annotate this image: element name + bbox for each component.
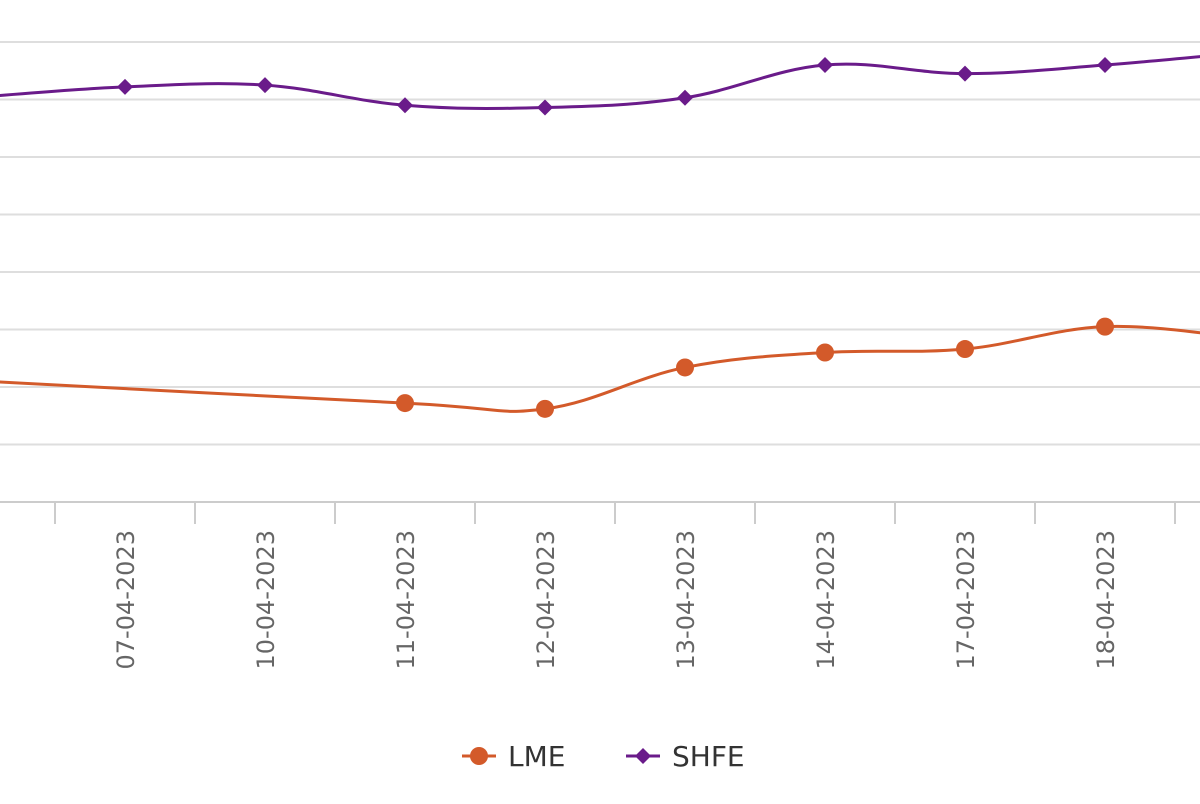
x-axis: 07-04-2023 10-04-2023 11-04-2023 12-04-2023… xyxy=(0,501,1200,669)
x-tick-label: 10-04-2023 xyxy=(252,530,280,669)
legend-swatch-marker[interactable] xyxy=(635,748,651,764)
series-lme xyxy=(0,317,1200,418)
lme-marker[interactable] xyxy=(396,394,414,413)
legend-item-shfe[interactable]: SHFE xyxy=(626,740,745,773)
legend-label: LME xyxy=(508,740,565,773)
legend[interactable]: LME SHFE xyxy=(462,740,745,773)
lme-marker[interactable] xyxy=(1096,317,1114,336)
shfe-marker[interactable] xyxy=(957,65,973,82)
lme-marker[interactable] xyxy=(536,399,554,418)
series-shfe xyxy=(0,55,1200,116)
lme-marker[interactable] xyxy=(956,340,974,359)
x-tick-label: 18-04-2023 xyxy=(1092,530,1120,669)
shfe-marker[interactable] xyxy=(537,99,553,116)
legend-item-lme[interactable]: LME xyxy=(462,740,565,773)
series-line-shfe xyxy=(0,55,1200,110)
legend-label: SHFE xyxy=(672,740,745,773)
lme-marker[interactable] xyxy=(816,343,834,362)
x-tick-label: 17-04-2023 xyxy=(952,530,980,669)
lme-marker[interactable] xyxy=(676,358,694,377)
x-tick-label: 07-04-2023 xyxy=(112,530,140,669)
shfe-marker[interactable] xyxy=(257,77,273,94)
grid-layer xyxy=(0,41,1200,446)
x-tick-label: 12-04-2023 xyxy=(532,530,560,669)
x-tick-label: 14-04-2023 xyxy=(812,530,840,669)
shfe-marker[interactable] xyxy=(677,89,693,106)
legend-swatch-marker[interactable] xyxy=(470,747,488,765)
series-layer xyxy=(0,55,1200,418)
shfe-marker[interactable] xyxy=(1097,57,1113,73)
series-line-lme xyxy=(0,324,1200,413)
shfe-marker[interactable] xyxy=(817,57,833,73)
x-tick-label: 11-04-2023 xyxy=(392,530,420,669)
shfe-marker[interactable] xyxy=(397,97,413,114)
x-tick-label: 13-04-2023 xyxy=(672,530,700,669)
shfe-marker[interactable] xyxy=(117,78,133,95)
